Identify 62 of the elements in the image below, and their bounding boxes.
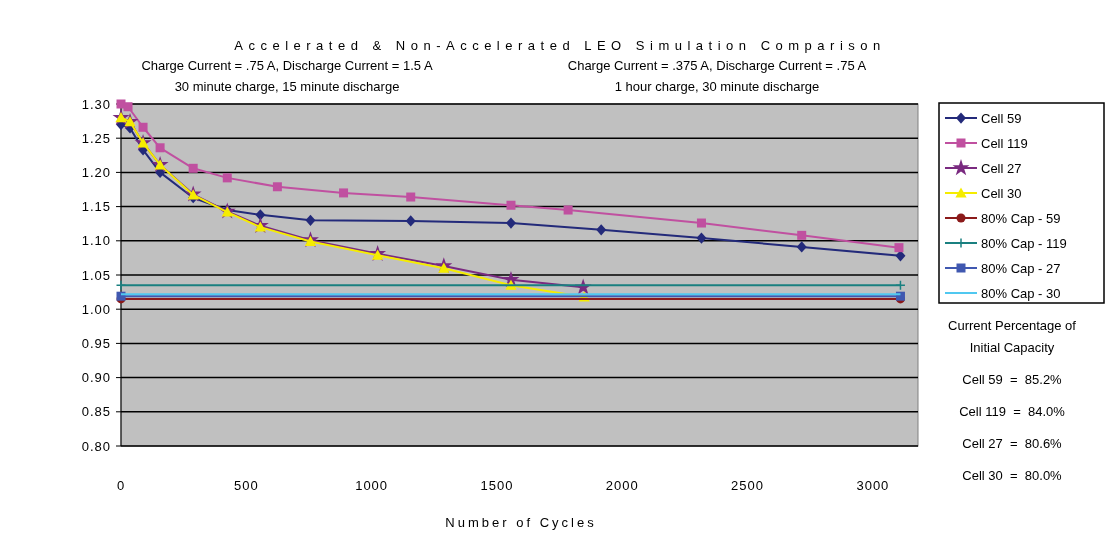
x-tick-label: 2500 xyxy=(731,478,765,493)
legend-label: 80% Cap - 30 xyxy=(981,285,1061,301)
text: Cell 30 = 80.0% xyxy=(962,468,1063,483)
point xyxy=(406,192,416,202)
point xyxy=(596,224,607,236)
point xyxy=(506,200,516,210)
point xyxy=(304,235,317,246)
y-tick-label: 1.25 xyxy=(81,130,111,146)
point xyxy=(222,173,232,183)
point xyxy=(115,280,127,291)
y-tick-label: 1.20 xyxy=(81,164,111,180)
point xyxy=(696,232,707,244)
point xyxy=(123,102,133,112)
text: Cell 59 = 85.2% xyxy=(962,372,1063,387)
point xyxy=(563,205,573,215)
y-tick-label: 1.10 xyxy=(81,233,111,249)
y-tick-label: 1.30 xyxy=(81,96,111,112)
legend-label: Cell 30 xyxy=(981,185,1022,201)
point xyxy=(255,209,266,221)
point xyxy=(372,249,384,260)
x-tick-label: 3000 xyxy=(856,478,890,493)
x-tick-label: 1500 xyxy=(480,478,514,493)
x-axis-title: Number of Cycles xyxy=(445,515,597,530)
text: 1 hour charge, 30 minute discharge xyxy=(614,79,820,94)
point xyxy=(797,230,807,240)
y-tick-label: 1.00 xyxy=(81,301,111,317)
point xyxy=(138,122,148,132)
text: Cell 27 = 80.6% xyxy=(962,436,1063,451)
legend-label: 80% Cap - 59 xyxy=(981,210,1061,226)
x-tick-label: 1000 xyxy=(355,478,389,493)
point xyxy=(124,116,136,127)
x-tick-label: 0 xyxy=(116,478,126,493)
legend-label: 80% Cap - 27 xyxy=(981,260,1061,276)
y-tick-label: 0.85 xyxy=(81,404,111,420)
text: Cell 119 = 84.0% xyxy=(959,404,1066,419)
x-tick-label: 2000 xyxy=(605,478,639,493)
x-tick-label: 500 xyxy=(233,478,259,493)
point xyxy=(405,215,416,227)
y-tick-label: 1.15 xyxy=(81,199,111,215)
text: 30 minute charge, 15 minute discharge xyxy=(174,79,400,94)
point xyxy=(254,221,266,232)
point xyxy=(188,163,198,173)
point xyxy=(505,217,516,229)
y-tick-label: 1.05 xyxy=(81,267,111,283)
point xyxy=(339,188,349,198)
text: Current Percentage of Initial Capacity xyxy=(948,318,1077,355)
point xyxy=(272,182,282,192)
legend-label: 80% Cap - 119 xyxy=(981,235,1067,251)
y-tick-label: 0.95 xyxy=(81,335,111,351)
y-tick-label: 0.90 xyxy=(81,370,111,386)
legend-label: Cell 119 xyxy=(981,135,1028,151)
point xyxy=(305,214,316,226)
point xyxy=(796,241,807,253)
point xyxy=(894,243,904,253)
text: Charge Current = .375 A, Discharge Current = .75 A xyxy=(567,58,867,73)
legend-label: Cell 59 xyxy=(981,110,1022,126)
point xyxy=(696,218,706,228)
y-tick-label: 0.80 xyxy=(81,438,111,454)
legend-label: Cell 27 xyxy=(981,160,1022,176)
text: Charge Current = .75 A, Discharge Current = 1.5 A xyxy=(141,58,433,73)
point xyxy=(155,143,165,153)
chart-title: Accelerated & Non-Accelerated LEO Simulation Comparison xyxy=(234,38,886,53)
